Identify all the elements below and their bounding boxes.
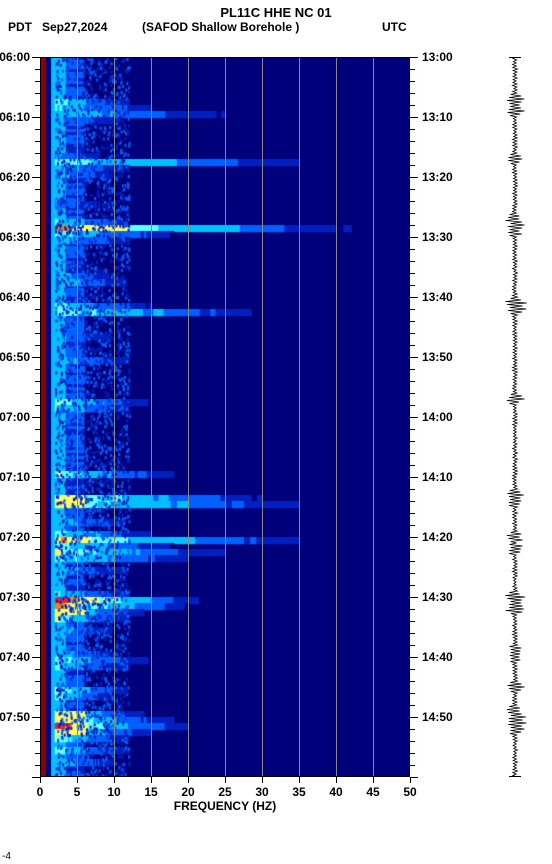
spectrogram-plot	[40, 57, 410, 777]
y-left-label: 07:50	[0, 710, 30, 724]
y-left-label: 06:20	[0, 170, 30, 184]
x-axis: 05101520253035404550FREQUENCY (HZ)	[40, 777, 410, 817]
tz-right: UTC	[382, 20, 442, 34]
y-left-label: 06:00	[0, 50, 30, 64]
y-right-label: 13:50	[422, 350, 453, 364]
y-right-label: 14:10	[422, 470, 453, 484]
footer-mark: -4	[2, 851, 11, 862]
y-axis-left: 06:0006:1006:2006:3006:4006:5007:0007:10…	[0, 57, 40, 777]
tz-left: PDT	[0, 20, 42, 34]
x-tick-label: 40	[329, 785, 342, 799]
date-label: Sep27,2024	[42, 20, 142, 34]
y-left-label: 07:40	[0, 650, 30, 664]
x-tick-label: 25	[218, 785, 231, 799]
y-left-label: 06:10	[0, 110, 30, 124]
x-tick-label: 45	[366, 785, 379, 799]
y-left-label: 07:10	[0, 470, 30, 484]
y-right-label: 13:20	[422, 170, 453, 184]
x-tick-label: 35	[292, 785, 305, 799]
x-tick-label: 30	[255, 785, 268, 799]
y-right-label: 13:10	[422, 110, 453, 124]
y-right-label: 14:00	[422, 410, 453, 424]
y-right-label: 14:40	[422, 650, 453, 664]
low-freq-band	[40, 57, 46, 777]
chart-title: PL11C HHE NC 01	[0, 5, 552, 20]
y-left-label: 06:50	[0, 350, 30, 364]
y-right-label: 14:50	[422, 710, 453, 724]
station-label: (SAFOD Shallow Borehole )	[142, 20, 382, 34]
x-tick-label: 0	[37, 785, 44, 799]
y-left-label: 06:30	[0, 230, 30, 244]
y-left-label: 07:00	[0, 410, 30, 424]
y-right-label: 13:00	[422, 50, 453, 64]
y-left-label: 07:30	[0, 590, 30, 604]
y-left-label: 06:40	[0, 290, 30, 304]
x-axis-label: FREQUENCY (HZ)	[40, 799, 410, 813]
seismogram-trace	[500, 57, 530, 777]
y-axis-right: 13:0013:1013:2013:3013:4013:5014:0014:10…	[410, 57, 460, 777]
y-right-label: 14:30	[422, 590, 453, 604]
y-right-label: 14:20	[422, 530, 453, 544]
x-tick-label: 20	[181, 785, 194, 799]
x-tick-label: 50	[403, 785, 416, 799]
x-tick-label: 10	[107, 785, 120, 799]
x-tick-label: 15	[144, 785, 157, 799]
y-right-label: 13:30	[422, 230, 453, 244]
y-right-label: 13:40	[422, 290, 453, 304]
x-tick-label: 5	[74, 785, 81, 799]
y-left-label: 07:20	[0, 530, 30, 544]
